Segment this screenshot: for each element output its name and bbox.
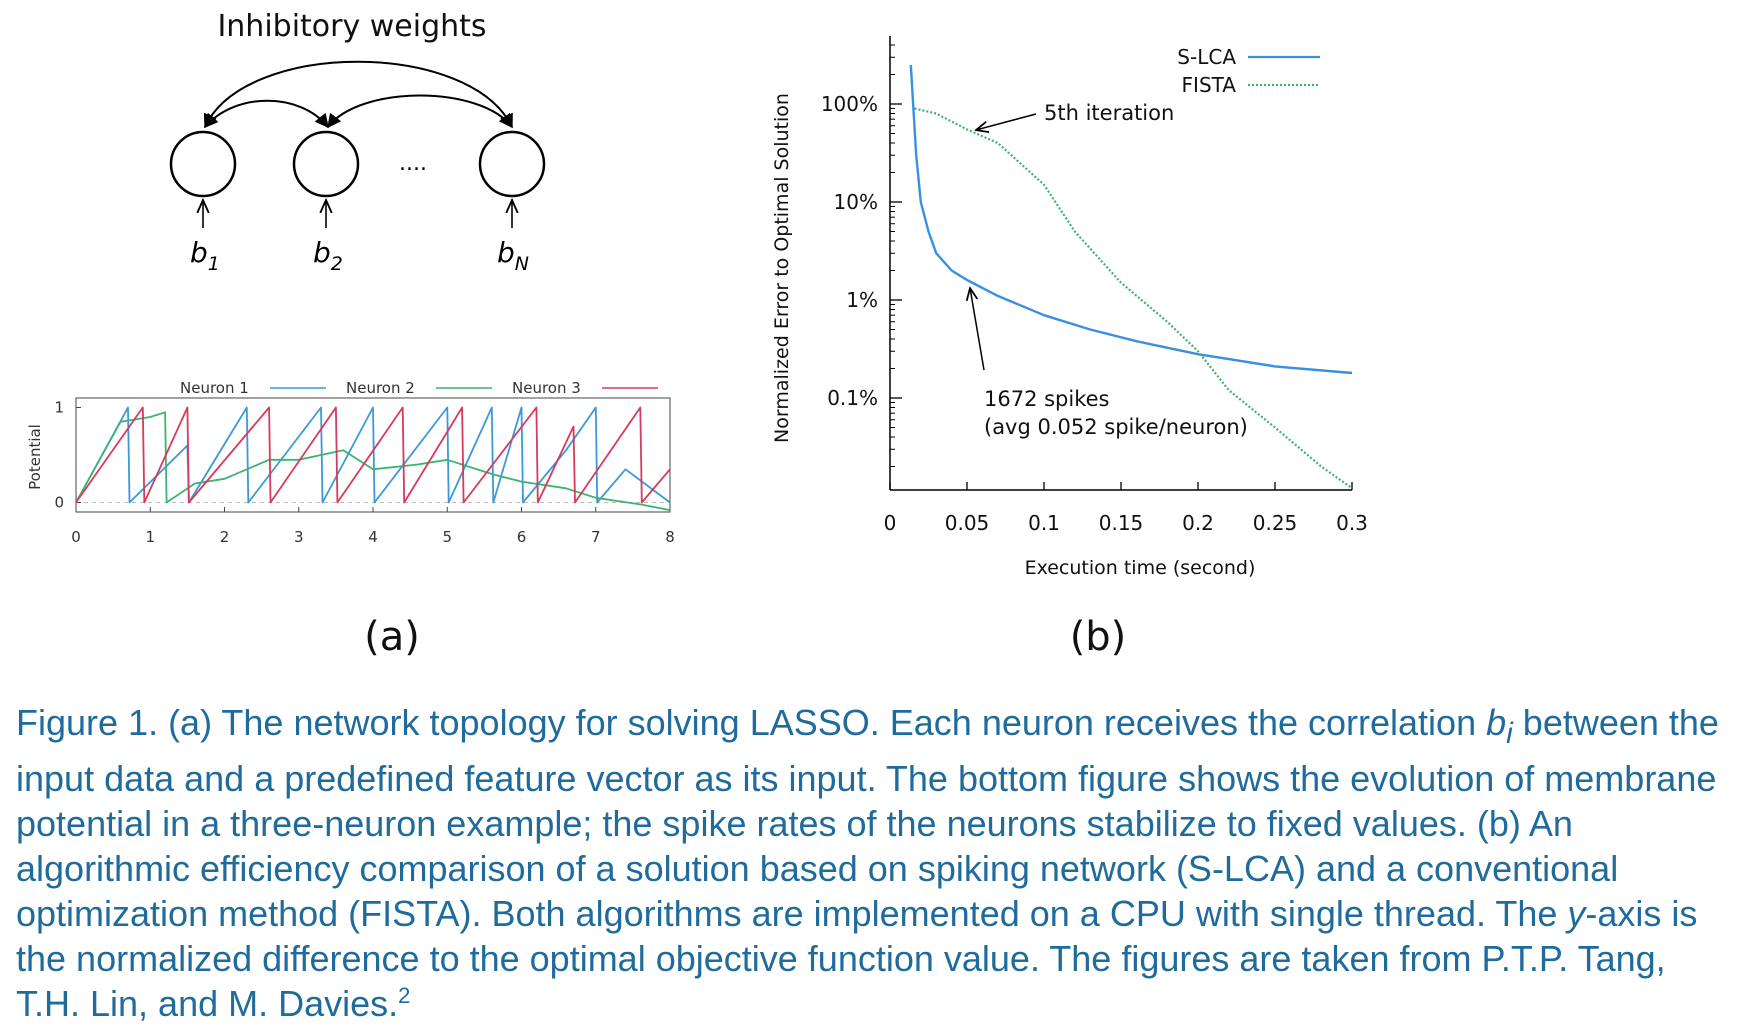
figure-caption: Figure 1. (a) The network topology for s… bbox=[16, 702, 1719, 1025]
x-tick-label: 0.15 bbox=[1099, 511, 1144, 535]
network-diagram: Inhibitory weights .... b1 b2 bN bbox=[169, 9, 546, 275]
neuron-node-N bbox=[478, 130, 546, 198]
caption-y-variable: y bbox=[1567, 893, 1586, 935]
legend-label-neuron-3: Neuron 3 bbox=[512, 379, 581, 397]
y-tick-label: 100% bbox=[821, 92, 878, 116]
x-tick-label: 1 bbox=[145, 528, 155, 546]
potential-series-neuron-3 bbox=[75, 406, 671, 504]
convergence-x-label: Execution time (second) bbox=[1025, 557, 1256, 579]
x-tick-label: 0 bbox=[884, 511, 897, 535]
inhibitory-arc-outer bbox=[203, 60, 513, 129]
annotation-spikes-arrow bbox=[970, 288, 985, 371]
legend-label-neuron-2: Neuron 2 bbox=[346, 379, 415, 397]
inhibitory-arc-2-N bbox=[327, 94, 513, 129]
neuron-node-2 bbox=[292, 130, 360, 198]
panel-label-b: (b) bbox=[1070, 614, 1127, 660]
y-tick-label: 1 bbox=[54, 399, 64, 417]
convergence-chart: 0 0.05 0.1 0.15 0.2 0.25 0.3 100% 10% 1% 0.1% S-LC… bbox=[771, 36, 1368, 579]
legend-label-neuron-1: Neuron 1 bbox=[180, 379, 249, 397]
convergence-series-fista bbox=[914, 107, 1353, 490]
caption-b-variable: b bbox=[1486, 702, 1507, 743]
convergence-series-s-lca bbox=[909, 64, 1353, 375]
y-tick-label: 1% bbox=[846, 288, 878, 312]
caption-footnote-marker: 2 bbox=[398, 983, 411, 1009]
nodes-ellipsis: .... bbox=[399, 151, 427, 176]
panel-label-a: (a) bbox=[364, 614, 420, 660]
x-tick-label: 8 bbox=[665, 528, 675, 546]
y-tick-label: 10% bbox=[834, 190, 878, 214]
potential-series-neuron-2 bbox=[75, 411, 671, 511]
x-tick-label: 0.2 bbox=[1182, 511, 1214, 535]
legend-label-fista: FISTA bbox=[1182, 73, 1237, 97]
annotation-fifth-iteration-arrow bbox=[976, 113, 1037, 130]
x-tick-label: 0.05 bbox=[945, 511, 990, 535]
x-tick-label: 0.3 bbox=[1336, 511, 1368, 535]
annotation-fifth-iteration: 5th iteration bbox=[1044, 101, 1174, 125]
y-tick-label: 0.1% bbox=[827, 386, 878, 410]
potential-y-label: Potential bbox=[26, 424, 44, 490]
x-tick-label: 5 bbox=[442, 528, 452, 546]
x-tick-label: 6 bbox=[517, 528, 527, 546]
figure-panels: Inhibitory weights .... b1 b2 bN 0 1 2 3 4 5 6… bbox=[26, 9, 1368, 660]
x-tick-label: 0 bbox=[71, 528, 81, 546]
input-label-N: bN bbox=[497, 236, 529, 275]
legend-label-s-lca: S-LCA bbox=[1177, 45, 1236, 69]
convergence-y-label: Normalized Error to Optimal Solution bbox=[771, 93, 793, 443]
x-tick-label: 0.1 bbox=[1028, 511, 1060, 535]
x-tick-label: 3 bbox=[294, 528, 304, 546]
x-tick-label: 4 bbox=[368, 528, 378, 546]
x-tick-label: 7 bbox=[591, 528, 601, 546]
x-tick-label: 2 bbox=[220, 528, 230, 546]
inhibitory-arc-1-2 bbox=[204, 99, 329, 129]
x-tick-label: 0.25 bbox=[1253, 511, 1298, 535]
diagram-title: Inhibitory weights bbox=[217, 9, 486, 44]
annotation-spikes-line2: (avg 0.052 spike/neuron) bbox=[984, 415, 1248, 439]
input-label-2: b2 bbox=[313, 236, 343, 275]
annotation-spikes-line1: 1672 spikes bbox=[984, 387, 1110, 411]
input-label-1: b1 bbox=[190, 236, 220, 275]
y-tick-label: 0 bbox=[54, 494, 64, 512]
neuron-node-1 bbox=[169, 130, 237, 198]
potential-chart: 0 1 2 3 4 5 6 7 8 0 1 Neuron 1 Neuron 2 Neuron 3 Pot… bbox=[26, 379, 675, 546]
